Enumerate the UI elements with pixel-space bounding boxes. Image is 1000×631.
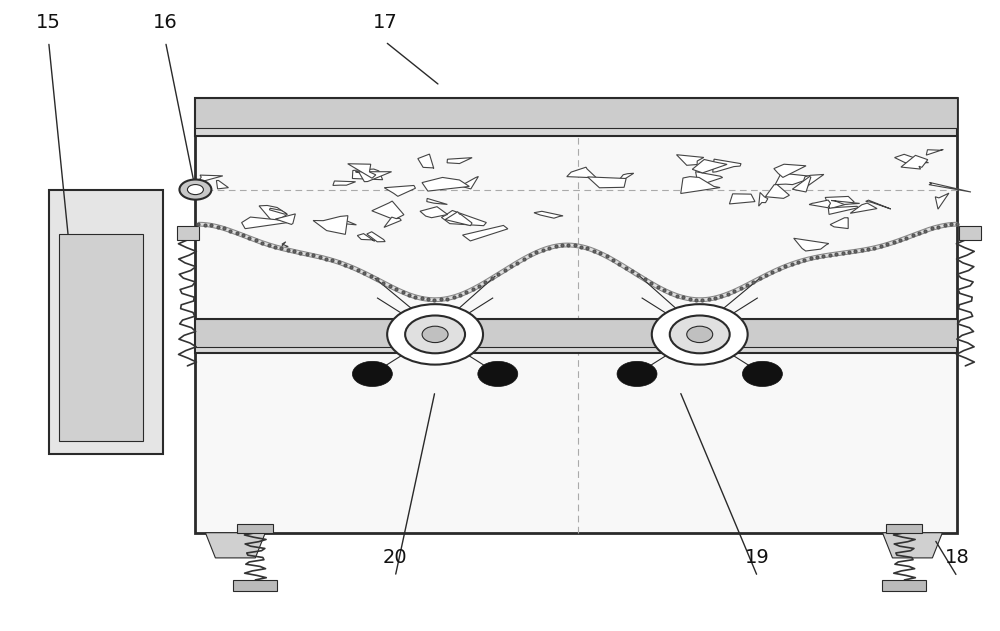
Polygon shape — [828, 206, 858, 215]
Polygon shape — [197, 175, 223, 183]
Polygon shape — [355, 172, 392, 182]
Polygon shape — [422, 177, 469, 191]
Circle shape — [478, 362, 518, 387]
Bar — [886, 524, 922, 533]
Circle shape — [687, 326, 713, 343]
Circle shape — [422, 326, 448, 343]
Polygon shape — [205, 533, 265, 558]
Polygon shape — [463, 225, 508, 241]
Polygon shape — [866, 200, 891, 209]
Polygon shape — [313, 216, 348, 234]
Polygon shape — [935, 193, 949, 209]
Circle shape — [387, 304, 483, 365]
Text: 17: 17 — [373, 13, 398, 32]
Bar — [49, 189, 163, 454]
Bar — [195, 319, 957, 347]
Polygon shape — [445, 212, 472, 226]
Circle shape — [405, 316, 465, 353]
Polygon shape — [677, 155, 704, 165]
Polygon shape — [615, 174, 634, 186]
Bar — [59, 233, 143, 442]
Polygon shape — [774, 164, 806, 177]
Polygon shape — [688, 172, 723, 186]
Polygon shape — [384, 217, 401, 227]
Polygon shape — [692, 160, 727, 173]
Text: 16: 16 — [153, 13, 178, 32]
Polygon shape — [765, 184, 789, 198]
Bar — [237, 524, 273, 533]
Bar — [233, 580, 277, 591]
Circle shape — [187, 184, 203, 194]
Polygon shape — [809, 200, 830, 208]
Polygon shape — [420, 207, 448, 218]
Text: 19: 19 — [745, 548, 770, 567]
Polygon shape — [418, 154, 434, 168]
Bar — [195, 98, 957, 128]
Bar — [195, 98, 957, 533]
Bar — [177, 226, 199, 240]
Polygon shape — [759, 192, 768, 206]
Polygon shape — [929, 182, 971, 192]
Polygon shape — [427, 198, 447, 204]
Polygon shape — [441, 211, 486, 226]
Polygon shape — [926, 150, 943, 155]
Polygon shape — [567, 167, 597, 178]
Circle shape — [179, 179, 211, 199]
Polygon shape — [352, 169, 383, 180]
Bar — [195, 98, 957, 136]
Polygon shape — [216, 180, 228, 189]
Text: 20: 20 — [383, 548, 407, 567]
Polygon shape — [335, 220, 356, 225]
Polygon shape — [588, 177, 626, 188]
Text: 15: 15 — [36, 13, 61, 32]
Bar — [882, 580, 926, 591]
Polygon shape — [792, 177, 811, 192]
Polygon shape — [447, 158, 472, 163]
Polygon shape — [775, 173, 815, 185]
Polygon shape — [830, 218, 848, 228]
Polygon shape — [534, 211, 563, 218]
Polygon shape — [280, 242, 288, 249]
Circle shape — [670, 316, 730, 353]
Polygon shape — [825, 196, 854, 209]
Polygon shape — [269, 208, 287, 214]
Polygon shape — [259, 206, 287, 220]
Polygon shape — [681, 177, 720, 194]
Polygon shape — [713, 159, 741, 172]
Circle shape — [652, 304, 748, 365]
Polygon shape — [367, 232, 385, 242]
Bar — [959, 226, 981, 240]
Polygon shape — [275, 214, 295, 225]
Polygon shape — [794, 239, 829, 251]
Polygon shape — [333, 181, 356, 186]
Polygon shape — [348, 163, 376, 178]
Circle shape — [742, 362, 782, 387]
Polygon shape — [895, 155, 929, 163]
Bar — [195, 319, 957, 353]
Polygon shape — [803, 174, 824, 187]
Polygon shape — [357, 233, 375, 241]
Polygon shape — [882, 533, 942, 558]
Polygon shape — [901, 155, 928, 169]
Polygon shape — [850, 203, 877, 213]
Polygon shape — [384, 186, 415, 196]
Circle shape — [617, 362, 657, 387]
Text: 18: 18 — [945, 548, 970, 567]
Polygon shape — [831, 201, 860, 204]
Polygon shape — [372, 201, 404, 220]
Circle shape — [352, 362, 392, 387]
Polygon shape — [729, 194, 755, 204]
Polygon shape — [460, 177, 478, 189]
Polygon shape — [242, 217, 288, 228]
